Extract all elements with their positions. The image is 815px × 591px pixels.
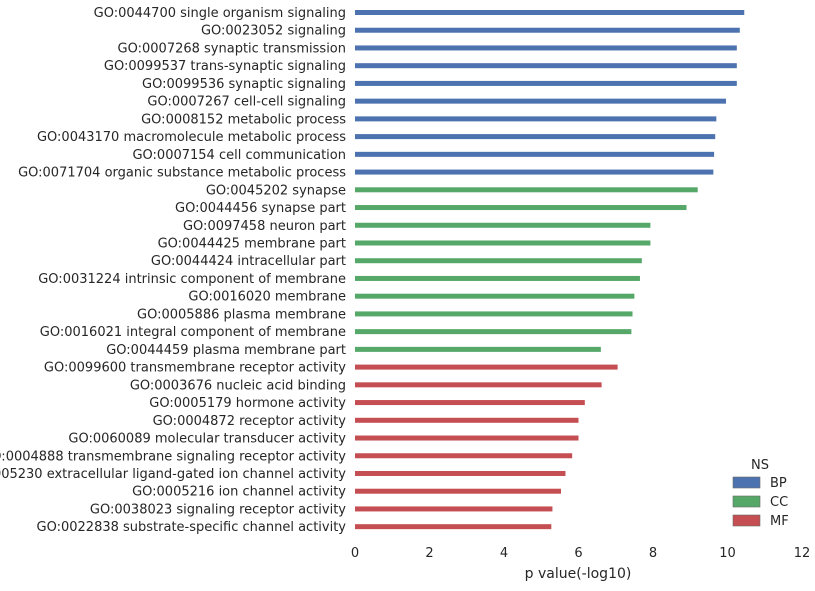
bar-cc xyxy=(355,258,642,264)
category-label: GO:0004872 receptor activity xyxy=(153,414,347,429)
x-tick-label: 12 xyxy=(794,546,811,561)
x-tick-label: 8 xyxy=(649,546,657,561)
bar-bp xyxy=(355,45,737,51)
legend-label-cc: CC xyxy=(770,495,788,510)
bar-bp xyxy=(355,98,727,104)
category-label: GO:0023052 signaling xyxy=(201,24,346,39)
bar-mf xyxy=(355,382,602,388)
bar-mf xyxy=(355,435,579,441)
bar-mf xyxy=(355,506,553,512)
category-label: GO:0038023 signaling receptor activity xyxy=(90,502,346,517)
bar-bp xyxy=(355,10,745,15)
category-label: GO:0008152 metabolic process xyxy=(141,112,346,127)
category-label: GO:0099536 synaptic signaling xyxy=(142,77,346,92)
category-label: GO:0044456 synapse part xyxy=(175,201,346,216)
category-label: GO:0022838 substrate-specific channel ac… xyxy=(37,520,347,535)
category-label: GO:0044425 membrane part xyxy=(158,236,346,251)
bar-bp xyxy=(355,116,717,122)
bar-cc xyxy=(355,187,698,193)
legend-label-mf: MF xyxy=(770,514,789,529)
category-label: GO:0099537 trans-synaptic signaling xyxy=(104,59,346,74)
bar-cc xyxy=(355,275,640,281)
bar-mf xyxy=(355,400,585,406)
x-tick-label: 0 xyxy=(351,546,359,561)
category-label: GO:0044424 intracellular part xyxy=(151,254,346,269)
bar-bp xyxy=(355,169,714,175)
category-label: GO:0097458 neuron part xyxy=(183,219,346,234)
bar-bp xyxy=(355,134,716,140)
category-label: GO:0044459 plasma membrane part xyxy=(106,343,346,358)
bar-cc xyxy=(355,222,651,228)
legend-swatch-mf xyxy=(732,514,761,527)
x-tick-label: 10 xyxy=(719,546,736,561)
category-label: GO:0043170 macromolecule metabolic proce… xyxy=(37,130,346,145)
legend-title: NS xyxy=(751,458,769,473)
category-label: GO:0071704 organic substance metabolic p… xyxy=(18,166,346,181)
bars-layer xyxy=(355,10,745,530)
bar-cc xyxy=(355,240,651,246)
bar-bp xyxy=(355,27,740,33)
category-label: GO:0005216 ion channel activity xyxy=(132,485,346,500)
legend-swatch-bp xyxy=(732,476,761,489)
bar-mf xyxy=(355,417,579,423)
bar-bp xyxy=(355,63,737,69)
category-label: GO:0005179 hormone activity xyxy=(149,396,346,411)
x-axis-title: p value(-log10) xyxy=(525,566,632,582)
category-label: GO:0005886 plasma membrane xyxy=(137,307,346,322)
legend-swatch-cc xyxy=(732,495,761,508)
category-label: GO:0045202 synapse xyxy=(206,183,346,198)
category-label: GO:0099600 transmembrane receptor activi… xyxy=(44,361,346,376)
category-label: GO:0016020 membrane xyxy=(188,290,346,305)
legend-label-bp: BP xyxy=(770,476,787,491)
bar-cc xyxy=(355,293,635,299)
category-label: GO:0016021 integral component of membran… xyxy=(40,325,346,340)
category-label: GO:0005230 extracellular ligand-gated io… xyxy=(0,467,346,482)
bar-bp xyxy=(355,151,715,157)
category-label: GO:0060089 molecular transducer activity xyxy=(68,432,346,447)
category-label: GO:0004888 transmembrane signaling recep… xyxy=(0,449,346,464)
bar-mf xyxy=(355,470,566,476)
bar-mf xyxy=(355,488,561,494)
category-label: GO:0007154 cell communication xyxy=(132,148,346,163)
bar-mf xyxy=(355,453,573,459)
bar-cc xyxy=(355,311,633,317)
category-label: GO:0007267 cell-cell signaling xyxy=(147,95,346,110)
bar-cc xyxy=(355,329,632,335)
category-label: GO:0031224 intrinsic component of membra… xyxy=(38,272,346,287)
bar-cc xyxy=(355,346,601,352)
category-label: GO:0044700 single organism signaling xyxy=(94,6,346,21)
category-labels: GO:0044700 single organism signaling GO:0… xyxy=(0,6,346,535)
bar-mf xyxy=(355,524,552,530)
x-tick-labels: 0 2 4 6 8 10 12 xyxy=(351,546,810,561)
category-label: GO:0003676 nucleic acid binding xyxy=(130,378,346,393)
bar-mf xyxy=(355,364,618,370)
x-tick-label: 4 xyxy=(500,546,508,561)
bar-bp xyxy=(355,80,737,86)
bar-cc xyxy=(355,205,687,211)
category-label: GO:0007268 synaptic transmission xyxy=(118,41,346,56)
x-tick-label: 2 xyxy=(425,546,433,561)
x-tick-label: 6 xyxy=(574,546,582,561)
legend-entries: BP CC MF xyxy=(732,476,789,529)
legend: NS BP CC MF xyxy=(732,458,789,529)
